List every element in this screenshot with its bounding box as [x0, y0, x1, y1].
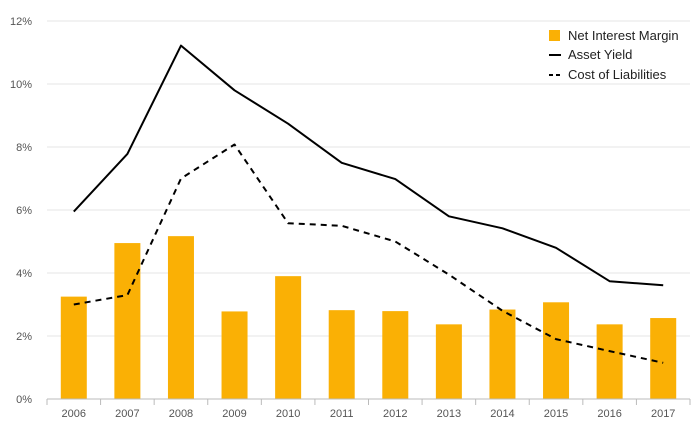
line-asset-yield — [73, 44, 664, 287]
line-cost-of-liabilities — [73, 143, 664, 364]
y-tick-label: 4% — [16, 268, 32, 280]
x-tick-label: 2012 — [383, 408, 407, 420]
bar-net-interest-margin-2016 — [596, 324, 623, 399]
legend-label-net-interest-margin: Net Interest Margin — [568, 28, 679, 43]
x-tick-label: 2006 — [62, 408, 86, 420]
y-tick-label: 10% — [10, 79, 32, 91]
x-tick-label: 2013 — [437, 408, 461, 420]
y-tick-label: 12% — [10, 16, 32, 28]
bar-net-interest-margin-2015 — [543, 302, 570, 399]
x-tick-label: 2015 — [544, 408, 568, 420]
x-tick-label: 2017 — [651, 408, 675, 420]
y-tick-label: 8% — [16, 142, 32, 154]
bar-series-net-interest-margin — [60, 236, 677, 399]
legend-swatch-net-interest-margin — [549, 30, 560, 41]
bar-net-interest-margin-2007 — [114, 243, 141, 399]
axes: 0% 2% 4% 6% 8% 10% 12% 2006 2007 2008 2009 2010 2011… — [10, 16, 691, 420]
x-tick-label: 2016 — [597, 408, 621, 420]
x-tick-label: 2010 — [276, 408, 300, 420]
bar-net-interest-margin-2017 — [650, 318, 677, 399]
line-series — [73, 44, 664, 364]
x-tick-label: 2011 — [330, 408, 354, 420]
bar-net-interest-margin-2010 — [275, 276, 302, 399]
x-tick-label: 2014 — [490, 408, 514, 420]
bar-net-interest-margin-2008 — [167, 236, 194, 399]
x-tick-label: 2008 — [169, 408, 193, 420]
bar-net-interest-margin-2012 — [382, 311, 409, 399]
legend-label-cost-of-liabilities: Cost of Liabilities — [568, 67, 667, 82]
y-tick-label: 6% — [16, 205, 32, 217]
legend: Net Interest Margin Asset Yield Cost of … — [549, 28, 679, 82]
x-tick-label: 2007 — [115, 408, 139, 420]
bar-net-interest-margin-2014 — [489, 309, 516, 399]
bar-net-interest-margin-2009 — [221, 311, 248, 399]
y-tick-label: 0% — [16, 394, 32, 406]
x-tick-label: 2009 — [222, 408, 246, 420]
bar-net-interest-margin-2006 — [60, 296, 87, 399]
legend-label-asset-yield: Asset Yield — [568, 47, 632, 62]
bar-net-interest-margin-2011 — [328, 310, 355, 399]
y-tick-label: 2% — [16, 331, 32, 343]
bar-net-interest-margin-2013 — [435, 324, 462, 399]
gridlines — [47, 20, 690, 337]
